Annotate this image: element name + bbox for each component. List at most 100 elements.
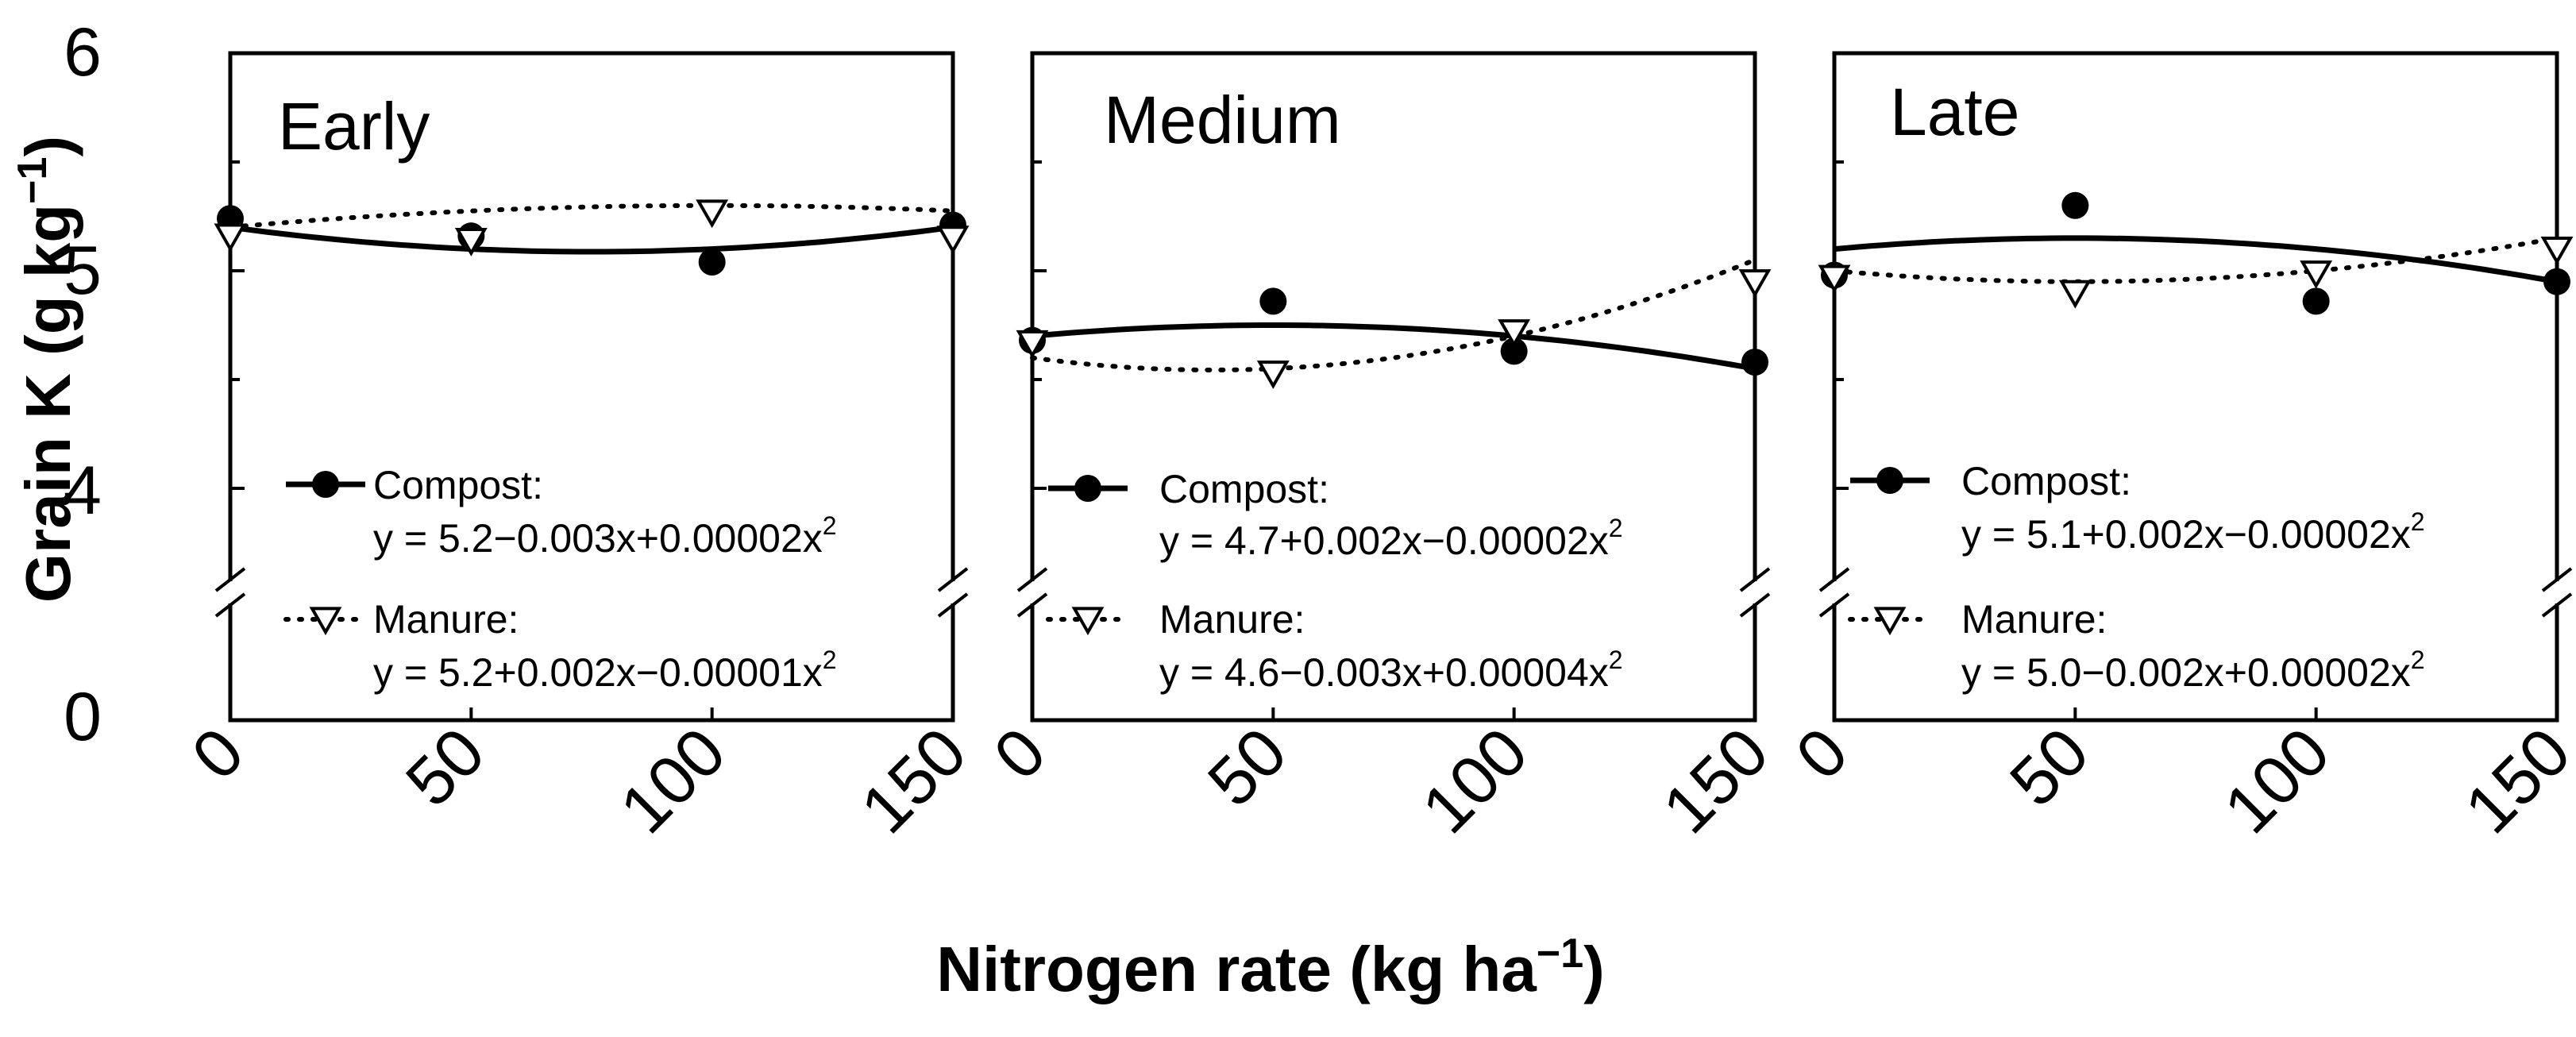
legend: Compost: y = 4.7+0.002x−0.00002x2 Manure… [1046, 467, 1623, 695]
fit-lines [228, 202, 955, 255]
ticks [1833, 52, 2559, 722]
legend-equation-manure: y = 5.2+0.002x−0.00001x2 [373, 646, 837, 695]
compost-point [2302, 287, 2330, 315]
legend-label-manure: Manure: [1961, 597, 2107, 642]
manure-fit-line [1832, 235, 2559, 284]
break-mark [1739, 592, 1771, 618]
equation-text: y = 5.0−0.002x+0.00002x [1961, 650, 2411, 695]
x-tick-label: 50 [1996, 714, 2104, 822]
legend-swatch-manure [1046, 607, 1130, 636]
ticks [229, 52, 954, 722]
y-axis-title-main: Grain K (g kg [13, 204, 83, 603]
break-mark [1818, 592, 1850, 618]
legend-marker [312, 471, 339, 498]
panel-medium: Medium 0 50 100 150 Compost: y = 4.7+0.002x… [980, 51, 1784, 848]
x-tick-label: 0 [980, 714, 1061, 795]
x-tick-label: 100 [606, 714, 740, 848]
legend-label-manure: Manure: [373, 597, 519, 642]
break-mark [214, 592, 246, 618]
legend: Compost: y = 5.2−0.003x+0.00002x2 Manure… [283, 463, 837, 695]
x-tick-labels: 0 50 100 150 [178, 714, 981, 848]
x-tick-label: 150 [2451, 714, 2576, 848]
legend-marker [1876, 467, 1903, 494]
break-mark [1016, 592, 1048, 618]
y-axis-title-exponent: −1 [10, 157, 56, 204]
compost-fit-line [229, 224, 954, 255]
legend-label-manure: Manure: [1159, 597, 1305, 642]
axis-break [1016, 567, 1771, 618]
x-tick-label: 100 [2210, 714, 2344, 848]
x-tick-label: 100 [1408, 714, 1542, 848]
break-mark [214, 567, 246, 592]
x-tick-labels: 0 50 100 150 [1782, 714, 2576, 848]
legend-equation-manure: y = 5.0−0.002x+0.00002x2 [1961, 646, 2425, 695]
equation-exponent: 2 [2411, 507, 2425, 536]
manure-point [936, 226, 970, 255]
break-mark [1818, 567, 1850, 592]
legend-swatch-compost [286, 471, 365, 498]
manure-fit-line [1030, 257, 1757, 373]
x-axis-title-exponent: −1 [1537, 931, 1583, 977]
manure-point [1016, 330, 1049, 359]
manure-point [214, 223, 247, 253]
x-tick-labels: 0 50 100 150 [980, 714, 1784, 848]
x-tick-label: 50 [391, 714, 499, 822]
x-tick-label: 0 [178, 714, 259, 795]
legend: Compost: y = 5.1+0.002x−0.00002x2 Manure… [1848, 459, 2425, 695]
break-mark [2541, 567, 2573, 592]
y-tick-label-6: 6 [64, 14, 102, 91]
equation-text: y = 4.6−0.003x+0.00004x [1159, 650, 1609, 695]
x-tick-label: 150 [1649, 714, 1783, 848]
equation-exponent: 2 [823, 511, 837, 540]
legend-label-compost: Compost: [1159, 467, 1329, 511]
legend-label-compost: Compost: [1961, 459, 2131, 503]
x-axis-title-close: ) [1583, 934, 1605, 1004]
legend-equation-compost: y = 4.7+0.002x−0.00002x2 [1159, 514, 1623, 563]
panel-late: Late 0 50 100 150 Compost: y = 5.1+0.002x−0… [1782, 51, 2576, 848]
legend-swatch-compost [1850, 467, 1930, 494]
legend-equation-compost: y = 5.2−0.003x+0.00002x2 [373, 511, 837, 561]
break-mark [2541, 592, 2573, 618]
manure-point [696, 199, 729, 229]
plot-frame [1030, 51, 1757, 723]
axis-break [1818, 567, 2573, 618]
compost-fit-line [1032, 322, 1756, 372]
equation-text: y = 5.2+0.002x−0.00001x [373, 650, 823, 695]
panel-title: Late [1890, 75, 2020, 149]
compost-point [1500, 337, 1528, 365]
compost-fit-line [1834, 235, 2558, 285]
equation-text: y = 5.1+0.002x−0.00002x [1961, 512, 2411, 557]
y-tick-label-0: 0 [64, 679, 102, 755]
equation-exponent: 2 [2411, 646, 2425, 674]
data-points [214, 199, 970, 276]
y-axis-title-close: ) [13, 136, 83, 157]
manure-point [454, 228, 488, 256]
compost-point [2061, 191, 2089, 219]
legend-swatch-manure [283, 607, 368, 636]
manure-point [2058, 279, 2092, 309]
compost-point [2543, 268, 2570, 295]
plot-frame [228, 51, 955, 723]
x-tick-label: 0 [1782, 714, 1863, 795]
y-axis-title: Grain K (g kg−1) [10, 136, 83, 603]
manure-fit-line [228, 202, 955, 230]
ticks [1031, 52, 1757, 722]
equation-text: y = 4.7+0.002x−0.00002x [1159, 518, 1609, 563]
y-tick-label-4: 4 [64, 453, 102, 529]
x-axis-title-main: Nitrogen rate (kg ha [936, 934, 1537, 1004]
legend-marker [1071, 607, 1105, 636]
manure-point [1738, 269, 1772, 298]
legend-marker [1873, 607, 1907, 636]
manure-point [2540, 237, 2574, 265]
compost-point [698, 249, 726, 276]
legend-label-compost: Compost: [373, 463, 543, 507]
panel-title: Early [278, 89, 430, 164]
break-mark [1739, 567, 1771, 592]
fit-lines [1832, 235, 2559, 285]
manure-point [2300, 260, 2333, 289]
data-points [1016, 269, 1772, 389]
legend-swatch-compost [1048, 475, 1128, 502]
panel-early: Early 0 50 100 150 Compost: y = 5.2−0.003x+… [178, 51, 981, 848]
equation-exponent: 2 [1609, 514, 1623, 542]
